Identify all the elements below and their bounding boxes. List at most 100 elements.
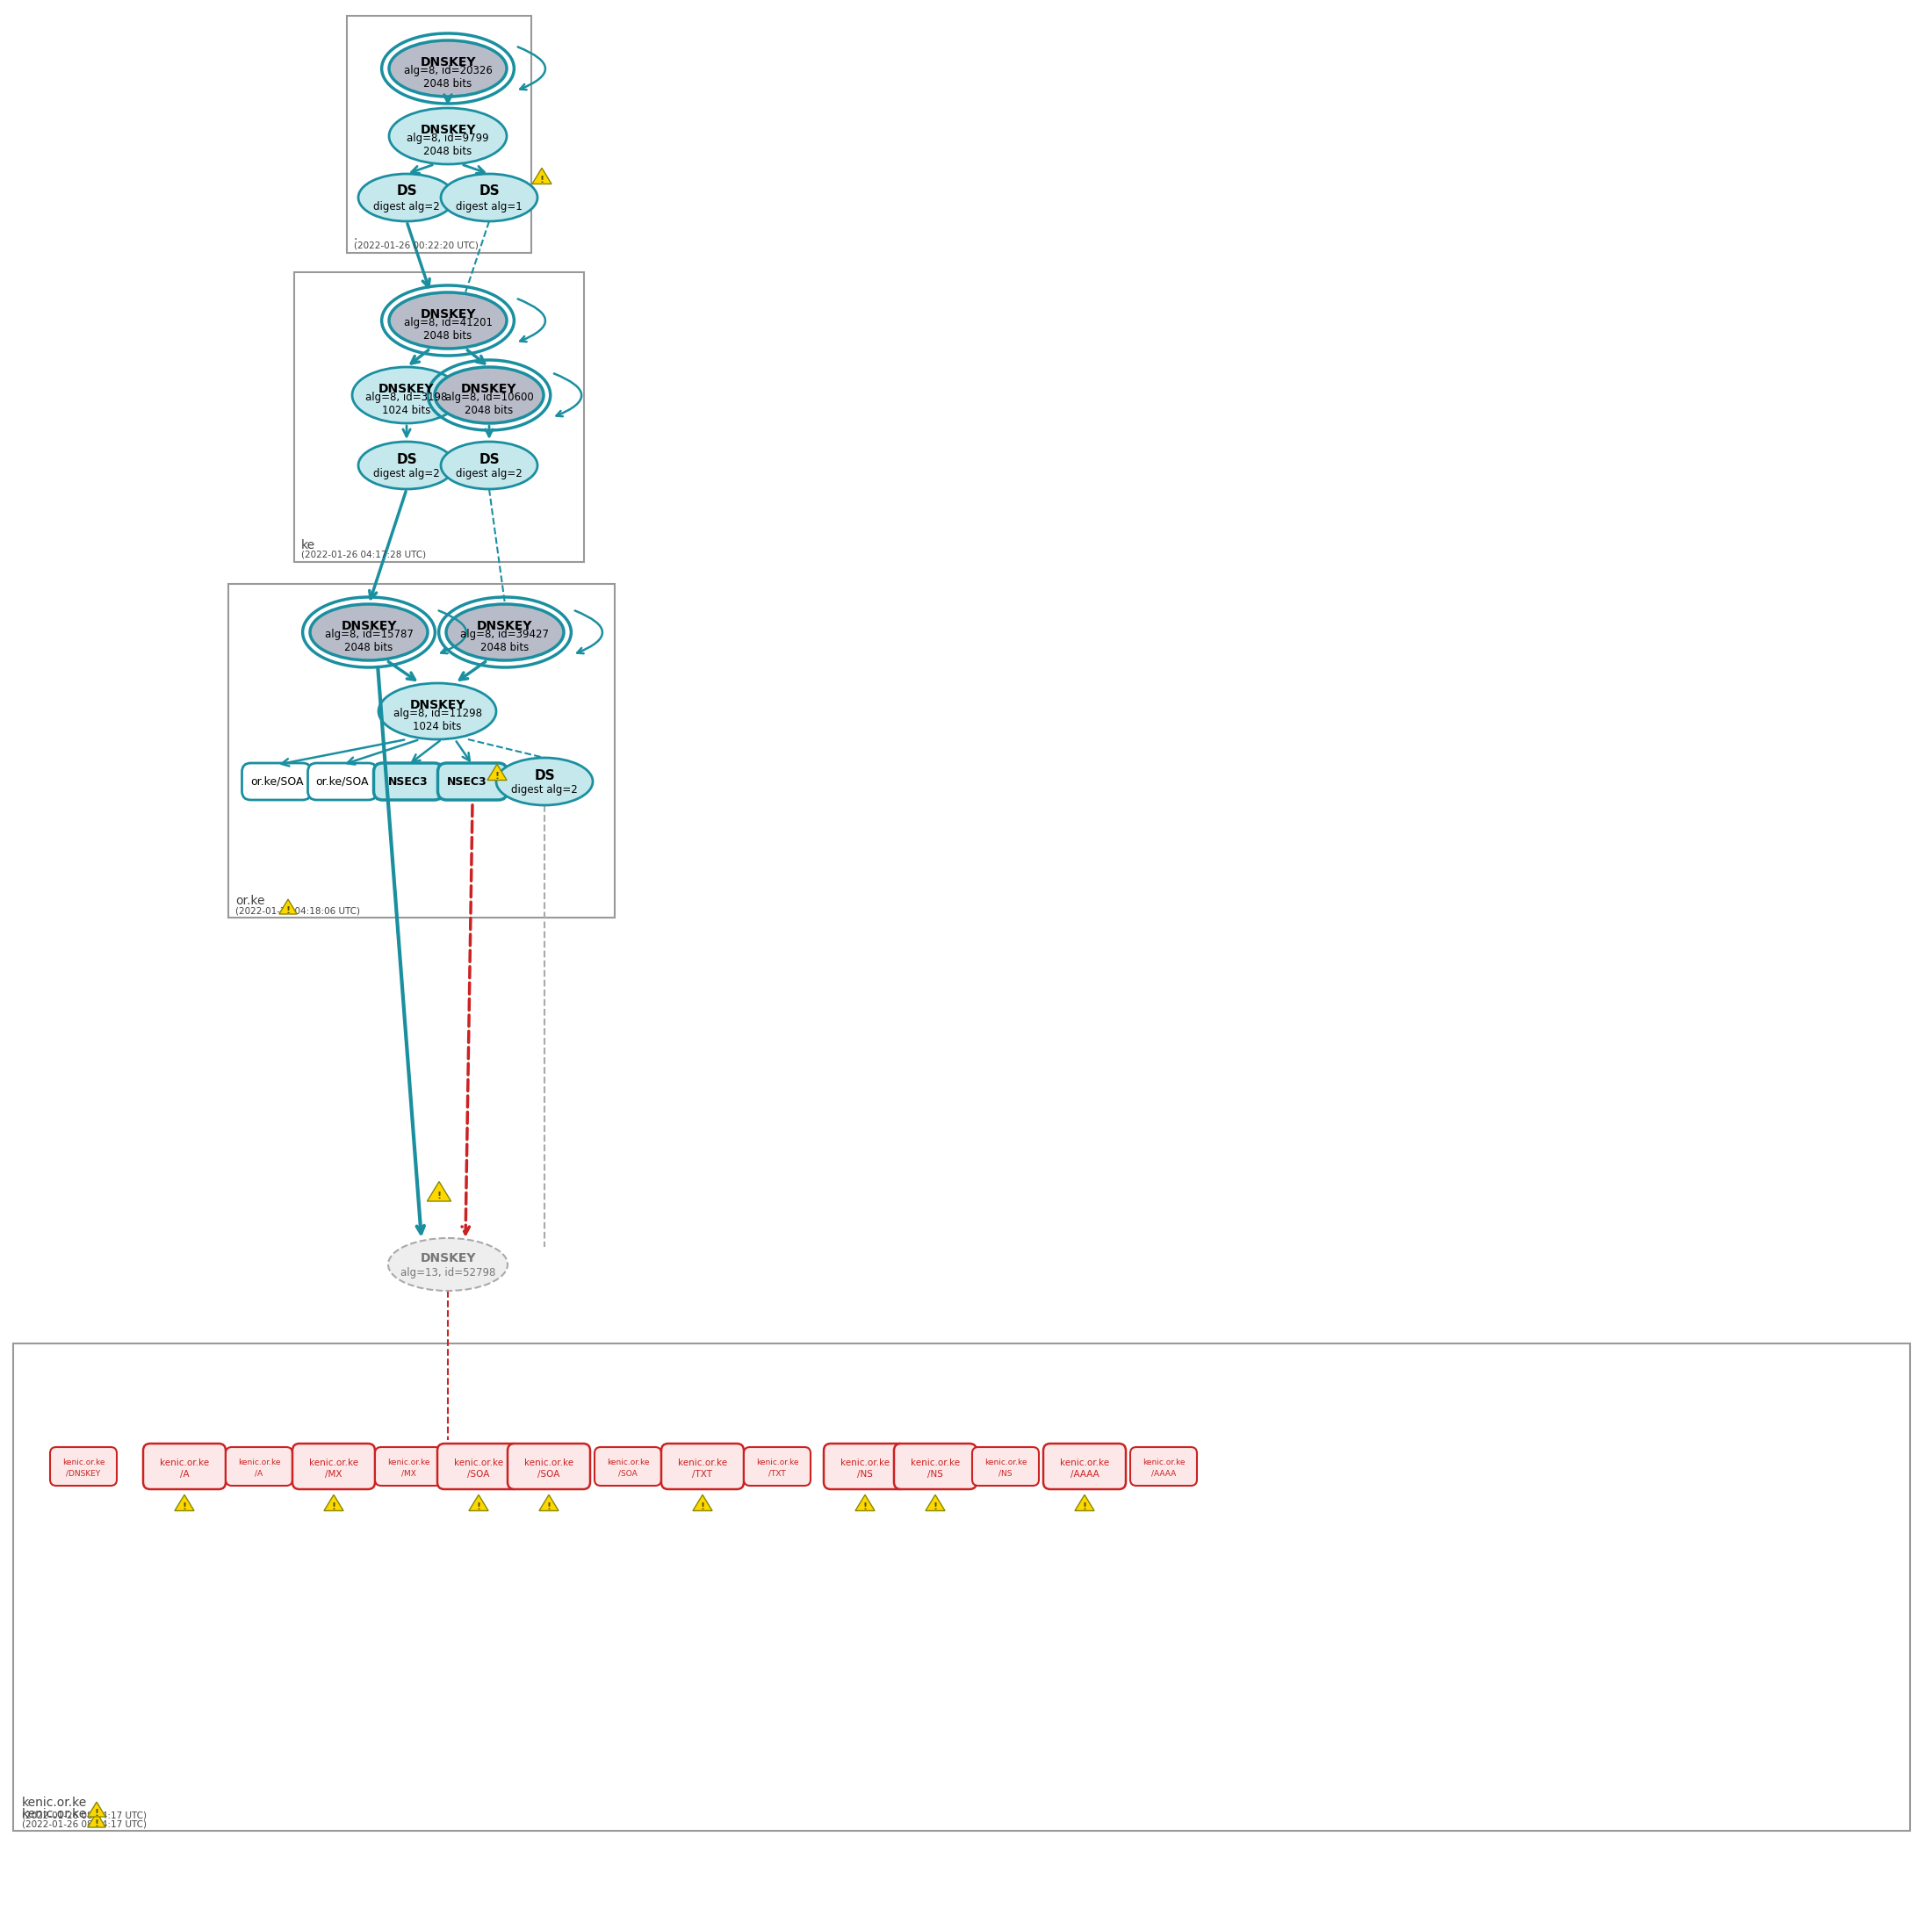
- Text: !: !: [332, 1502, 336, 1511]
- Polygon shape: [427, 1181, 450, 1202]
- Text: !: !: [539, 175, 545, 185]
- Text: DNSKEY: DNSKEY: [419, 123, 475, 137]
- Text: /MX: /MX: [325, 1469, 342, 1479]
- Text: alg=13, id=52798: alg=13, id=52798: [400, 1267, 495, 1279]
- Text: .: .: [354, 231, 357, 242]
- Text: kenic.or.ke: kenic.or.ke: [21, 1796, 87, 1810]
- Text: alg=8, id=20326
2048 bits: alg=8, id=20326 2048 bits: [404, 65, 493, 90]
- Text: /AAAA: /AAAA: [1070, 1469, 1099, 1479]
- Text: or.ke/SOA: or.ke/SOA: [249, 775, 303, 787]
- FancyBboxPatch shape: [143, 1444, 226, 1488]
- Text: /NS: /NS: [927, 1469, 943, 1479]
- Text: !: !: [182, 1502, 187, 1511]
- Text: or.ke: or.ke: [236, 894, 265, 908]
- Text: kenic.or.ke: kenic.or.ke: [678, 1458, 726, 1467]
- Text: kenic.or.ke: kenic.or.ke: [524, 1458, 574, 1467]
- Text: !: !: [286, 906, 290, 915]
- FancyBboxPatch shape: [437, 1444, 520, 1488]
- Text: DNSKEY: DNSKEY: [410, 698, 466, 712]
- FancyBboxPatch shape: [348, 15, 531, 254]
- Text: /NS: /NS: [999, 1469, 1012, 1477]
- Text: digest alg=2: digest alg=2: [373, 469, 440, 481]
- FancyBboxPatch shape: [661, 1444, 744, 1488]
- Text: /SOA: /SOA: [468, 1469, 489, 1479]
- Text: alg=8, id=3198
1024 bits: alg=8, id=3198 1024 bits: [365, 392, 448, 415]
- Ellipse shape: [440, 173, 537, 221]
- Text: !: !: [864, 1502, 867, 1511]
- Text: DNSKEY: DNSKEY: [462, 383, 518, 394]
- Ellipse shape: [440, 442, 537, 488]
- Polygon shape: [174, 1494, 193, 1511]
- Text: /A: /A: [180, 1469, 189, 1479]
- Text: !: !: [477, 1502, 481, 1511]
- Text: kenic.or.ke: kenic.or.ke: [755, 1460, 798, 1467]
- Ellipse shape: [388, 292, 506, 348]
- Text: DS: DS: [396, 452, 417, 465]
- FancyBboxPatch shape: [373, 763, 442, 800]
- Text: /MX: /MX: [402, 1469, 415, 1477]
- FancyBboxPatch shape: [292, 1444, 375, 1488]
- Text: DNSKEY: DNSKEY: [477, 619, 533, 633]
- Text: !: !: [95, 1819, 99, 1829]
- Text: !: !: [95, 1810, 99, 1817]
- Text: kenic.or.ke: kenic.or.ke: [238, 1460, 280, 1467]
- Polygon shape: [278, 900, 298, 913]
- Text: !: !: [495, 771, 498, 781]
- Text: /DNSKEY: /DNSKEY: [66, 1469, 100, 1477]
- Text: DS: DS: [533, 769, 554, 783]
- FancyBboxPatch shape: [439, 763, 506, 800]
- FancyBboxPatch shape: [1043, 1444, 1126, 1488]
- FancyBboxPatch shape: [226, 1448, 292, 1486]
- Text: digest alg=2: digest alg=2: [456, 469, 522, 481]
- Text: /SOA: /SOA: [537, 1469, 560, 1479]
- Ellipse shape: [352, 367, 462, 423]
- Text: DNSKEY: DNSKEY: [419, 56, 475, 69]
- Text: alg=8, id=11298
1024 bits: alg=8, id=11298 1024 bits: [392, 708, 481, 733]
- Text: DNSKEY: DNSKEY: [419, 308, 475, 321]
- Text: alg=8, id=9799
2048 bits: alg=8, id=9799 2048 bits: [408, 133, 489, 158]
- Text: !: !: [547, 1502, 551, 1511]
- Ellipse shape: [379, 683, 497, 738]
- Text: /A: /A: [255, 1469, 263, 1477]
- Text: DS: DS: [479, 185, 500, 198]
- Text: /AAAA: /AAAA: [1151, 1469, 1177, 1477]
- Text: DNSKEY: DNSKEY: [419, 1252, 475, 1265]
- FancyBboxPatch shape: [14, 1344, 1911, 1831]
- Text: kenic.or.ke: kenic.or.ke: [21, 1808, 87, 1821]
- FancyBboxPatch shape: [895, 1444, 976, 1488]
- Ellipse shape: [388, 108, 506, 163]
- Text: alg=8, id=39427
2048 bits: alg=8, id=39427 2048 bits: [460, 629, 549, 654]
- FancyBboxPatch shape: [595, 1448, 661, 1486]
- Text: NSEC3: NSEC3: [446, 775, 487, 787]
- Text: kenic.or.ke: kenic.or.ke: [62, 1460, 104, 1467]
- Polygon shape: [469, 1494, 489, 1511]
- Ellipse shape: [435, 367, 543, 423]
- Text: (2022-01-26 04:18:06 UTC): (2022-01-26 04:18:06 UTC): [236, 906, 359, 915]
- Text: kenic.or.ke: kenic.or.ke: [607, 1460, 649, 1467]
- Text: (2022-01-26 08:04:17 UTC): (2022-01-26 08:04:17 UTC): [21, 1811, 147, 1819]
- FancyBboxPatch shape: [1130, 1448, 1198, 1486]
- Text: digest alg=1: digest alg=1: [456, 200, 522, 212]
- FancyBboxPatch shape: [307, 763, 377, 800]
- Text: DS: DS: [479, 452, 500, 465]
- Text: (2022-01-26 00:22:20 UTC): (2022-01-26 00:22:20 UTC): [354, 242, 479, 250]
- Polygon shape: [539, 1494, 558, 1511]
- Ellipse shape: [388, 40, 506, 96]
- Ellipse shape: [309, 604, 427, 660]
- Text: (2022-01-26 08:04:17 UTC): (2022-01-26 08:04:17 UTC): [21, 1819, 147, 1829]
- Text: DNSKEY: DNSKEY: [340, 619, 396, 633]
- Text: kenic.or.ke: kenic.or.ke: [910, 1458, 960, 1467]
- Ellipse shape: [388, 1238, 508, 1290]
- Text: DNSKEY: DNSKEY: [379, 383, 435, 394]
- Ellipse shape: [357, 173, 454, 221]
- Text: DS: DS: [396, 185, 417, 198]
- Polygon shape: [694, 1494, 713, 1511]
- Text: !: !: [437, 1192, 440, 1200]
- Text: kenic.or.ke: kenic.or.ke: [983, 1460, 1026, 1467]
- FancyBboxPatch shape: [228, 585, 614, 917]
- Text: kenic.or.ke: kenic.or.ke: [309, 1458, 357, 1467]
- Text: ke: ke: [301, 538, 315, 552]
- Text: (2022-01-26 04:17:28 UTC): (2022-01-26 04:17:28 UTC): [301, 550, 427, 560]
- Ellipse shape: [446, 604, 564, 660]
- Text: alg=8, id=15787
2048 bits: alg=8, id=15787 2048 bits: [325, 629, 413, 654]
